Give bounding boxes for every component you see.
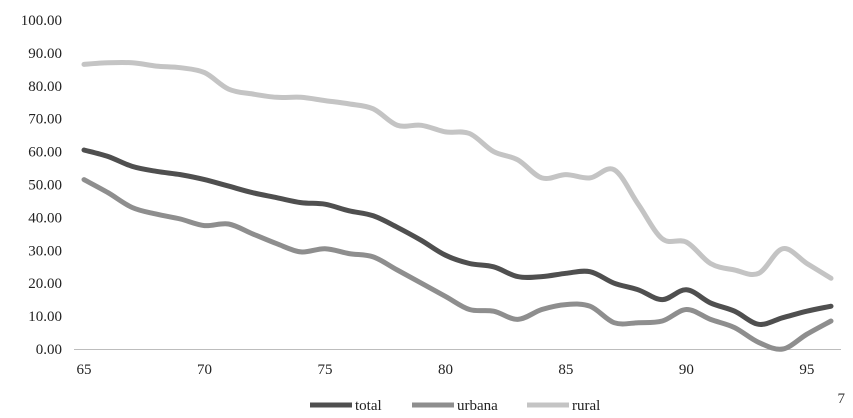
y-tick-label: 40.00 bbox=[28, 210, 62, 226]
legend-label-rural: rural bbox=[572, 398, 600, 414]
y-tick-label: 100.00 bbox=[21, 13, 62, 29]
y-tick-label: 70.00 bbox=[28, 112, 62, 128]
y-tick-label: 50.00 bbox=[28, 178, 62, 194]
y-tick-label: 80.00 bbox=[28, 79, 62, 95]
series-line-total bbox=[81, 147, 834, 327]
y-tick-label: 60.00 bbox=[28, 145, 62, 161]
x-tick-label: 80 bbox=[438, 362, 453, 378]
y-tick-label: 10.00 bbox=[28, 309, 62, 325]
x-tick-label: 70 bbox=[197, 362, 212, 378]
series-lines bbox=[81, 59, 834, 352]
x-tick-label: 65 bbox=[77, 362, 92, 378]
y-tick-label: 30.00 bbox=[28, 243, 62, 259]
y-axis-tick-labels: 0.00 10.00 20.00 30.00 40.00 50.00 60.00 70.00 8… bbox=[21, 13, 62, 358]
x-axis-tick-labels: 65 70 75 80 85 90 95 bbox=[77, 362, 815, 378]
x-tick-label: 90 bbox=[679, 362, 694, 378]
legend-label-urbana: urbana bbox=[457, 398, 498, 414]
page-number: 7 bbox=[837, 391, 846, 407]
legend: total urbana rural bbox=[310, 398, 600, 414]
y-tick-label: 0.00 bbox=[36, 342, 62, 358]
series-line-urbana bbox=[81, 177, 834, 352]
y-tick-label: 90.00 bbox=[28, 46, 62, 62]
x-tick-label: 75 bbox=[317, 362, 332, 378]
x-tick-label: 95 bbox=[799, 362, 814, 378]
y-tick-label: 20.00 bbox=[28, 276, 62, 292]
x-tick-label: 85 bbox=[558, 362, 573, 378]
legend-label-total: total bbox=[355, 398, 382, 414]
series-line-rural bbox=[81, 59, 834, 281]
